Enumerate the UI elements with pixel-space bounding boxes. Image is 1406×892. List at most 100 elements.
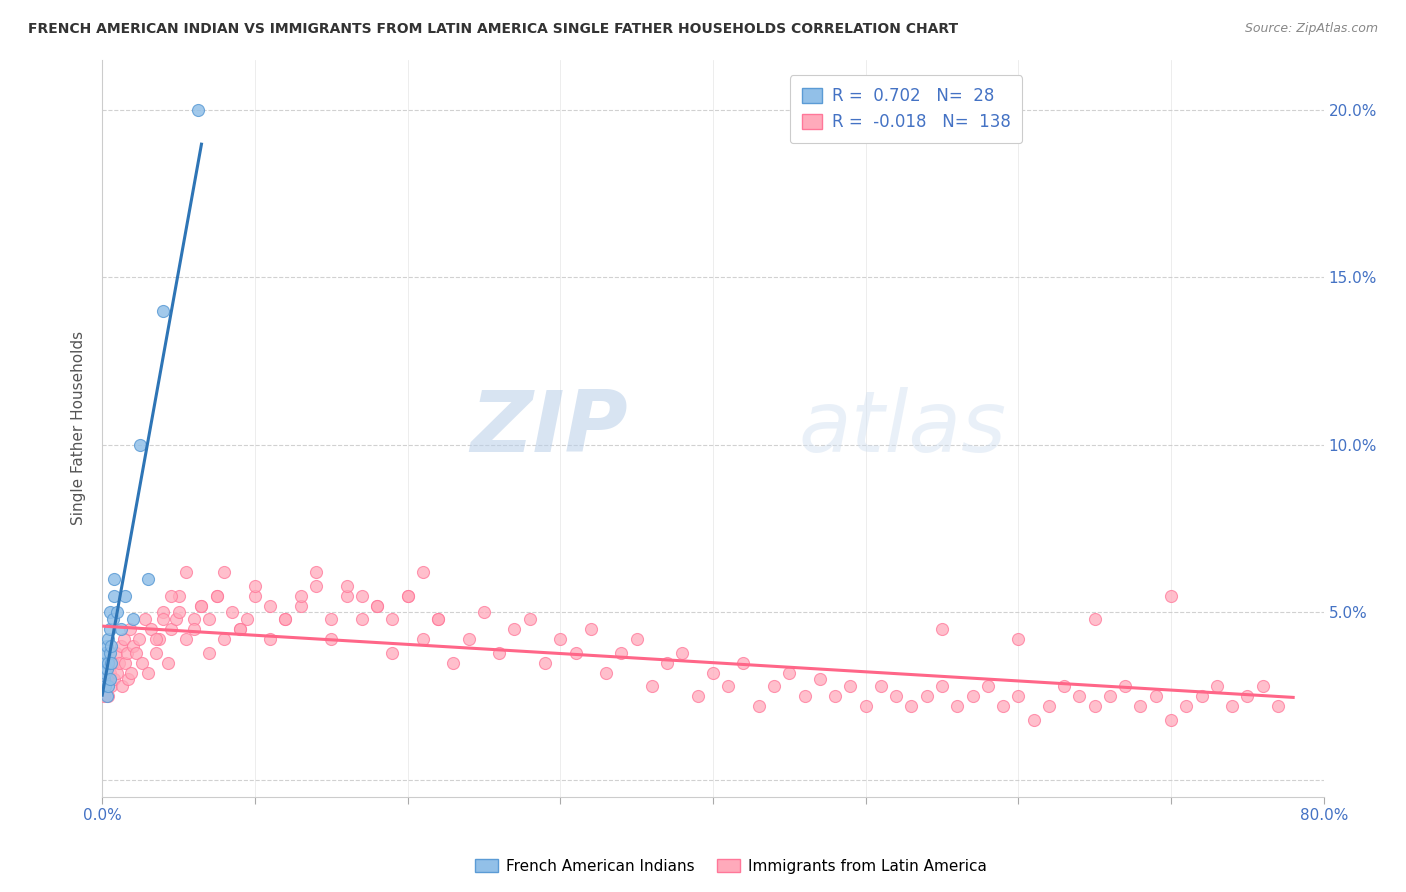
Point <box>136 572 159 586</box>
Point <box>167 606 190 620</box>
Point <box>156 656 179 670</box>
Point <box>152 606 174 620</box>
Text: atlas: atlas <box>799 386 1007 469</box>
Point <box>808 673 831 687</box>
Point <box>702 665 724 680</box>
Point <box>104 646 127 660</box>
Point <box>205 589 228 603</box>
Point <box>321 612 343 626</box>
Point <box>97 679 120 693</box>
Point <box>900 699 922 714</box>
Point <box>114 589 136 603</box>
Point <box>139 622 162 636</box>
Point <box>717 679 740 693</box>
Point <box>187 103 209 117</box>
Point <box>145 646 167 660</box>
Point <box>115 646 138 660</box>
Point <box>824 689 846 703</box>
Point <box>564 646 586 660</box>
Point <box>457 632 479 647</box>
Point <box>125 646 148 660</box>
Point <box>579 622 602 636</box>
Point <box>128 632 150 647</box>
Legend: French American Indians, Immigrants from Latin America: French American Indians, Immigrants from… <box>470 853 993 880</box>
Point <box>214 632 236 647</box>
Point <box>657 656 679 670</box>
Point <box>396 589 419 603</box>
Point <box>107 606 129 620</box>
Point <box>1069 689 1091 703</box>
Point <box>93 673 115 687</box>
Point <box>381 646 404 660</box>
Point <box>1038 699 1060 714</box>
Point <box>884 689 907 703</box>
Point <box>1160 589 1182 603</box>
Point <box>1191 689 1213 703</box>
Point <box>107 665 129 680</box>
Point <box>259 599 281 613</box>
Point <box>977 679 1000 693</box>
Point <box>1053 679 1076 693</box>
Point <box>94 679 117 693</box>
Point <box>111 679 134 693</box>
Point <box>120 665 142 680</box>
Point <box>103 589 125 603</box>
Point <box>305 565 328 579</box>
Point <box>472 606 495 620</box>
Point <box>131 656 153 670</box>
Point <box>1205 679 1227 693</box>
Point <box>595 665 617 680</box>
Point <box>381 612 404 626</box>
Point <box>236 612 259 626</box>
Point <box>183 622 205 636</box>
Point <box>1098 689 1121 703</box>
Point <box>855 699 877 714</box>
Point <box>118 622 141 636</box>
Point <box>1007 632 1029 647</box>
Point <box>93 689 115 703</box>
Point <box>174 632 197 647</box>
Point <box>110 639 132 653</box>
Point <box>183 612 205 626</box>
Point <box>870 679 893 693</box>
Point <box>228 622 250 636</box>
Point <box>962 689 984 703</box>
Point <box>165 612 187 626</box>
Point <box>519 612 541 626</box>
Point <box>94 665 117 680</box>
Text: Source: ZipAtlas.com: Source: ZipAtlas.com <box>1244 22 1378 36</box>
Point <box>103 673 125 687</box>
Point <box>1084 699 1107 714</box>
Point <box>290 589 312 603</box>
Point <box>1114 679 1136 693</box>
Point <box>396 589 419 603</box>
Point <box>96 689 118 703</box>
Point <box>243 589 266 603</box>
Point <box>148 632 170 647</box>
Point <box>1175 699 1198 714</box>
Point <box>98 673 121 687</box>
Point <box>103 572 125 586</box>
Point <box>259 632 281 647</box>
Point <box>1220 699 1243 714</box>
Point <box>1267 699 1289 714</box>
Point <box>205 589 228 603</box>
Point <box>1160 713 1182 727</box>
Point <box>93 656 115 670</box>
Point <box>129 438 152 452</box>
Point <box>100 679 122 693</box>
Point <box>335 589 357 603</box>
Point <box>96 639 118 653</box>
Point <box>134 612 156 626</box>
Legend: R =  0.702   N=  28, R =  -0.018   N=  138: R = 0.702 N= 28, R = -0.018 N= 138 <box>790 75 1022 143</box>
Point <box>641 679 664 693</box>
Point <box>534 656 557 670</box>
Point <box>686 689 709 703</box>
Point <box>101 656 124 670</box>
Point <box>610 646 633 660</box>
Point <box>198 646 221 660</box>
Point <box>96 673 118 687</box>
Point <box>98 665 121 680</box>
Point <box>427 612 450 626</box>
Point <box>117 673 139 687</box>
